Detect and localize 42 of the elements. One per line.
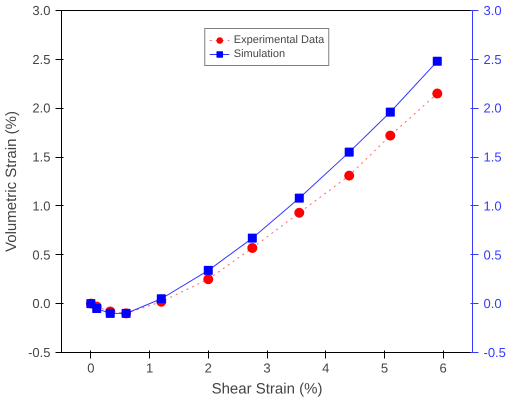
y-tick-label: 3.0 xyxy=(32,3,51,18)
y2-tick-label: 3.0 xyxy=(484,3,502,18)
y-tick-label: 1.0 xyxy=(32,198,51,214)
y2-tick-label: 1.5 xyxy=(484,150,502,165)
point xyxy=(156,294,166,304)
x-tick-label: 3 xyxy=(263,360,271,376)
y2-tick-label: -0.5 xyxy=(484,345,506,360)
y-axis-title: Volumetric Strain (%) xyxy=(3,111,20,252)
x-tick-label: 0 xyxy=(87,360,94,376)
point xyxy=(344,148,354,157)
point xyxy=(344,170,354,181)
x-tick-label: 6 xyxy=(440,360,447,376)
point xyxy=(294,208,304,218)
y-tick-label: 2.0 xyxy=(32,100,51,116)
y2-tick-label: 1.0 xyxy=(484,198,502,214)
legend-label: Experimental Data xyxy=(234,33,324,47)
point xyxy=(204,266,213,275)
point xyxy=(92,304,102,314)
y-tick-label: 0.5 xyxy=(32,247,51,262)
y2-tick-label: 2.0 xyxy=(484,100,502,116)
y-tick-label: 2.5 xyxy=(32,52,51,67)
point xyxy=(106,308,115,318)
y2-tick-label: 0.5 xyxy=(484,247,502,262)
legend-label: Simulation xyxy=(234,47,286,61)
y-tick-label: 0.0 xyxy=(32,296,51,312)
point xyxy=(203,274,214,284)
y-tick-label: 1.5 xyxy=(32,150,51,165)
point xyxy=(385,130,396,141)
y2-tick-label: 0.0 xyxy=(484,296,502,312)
x-tick-label: 1 xyxy=(146,360,154,376)
x-tick-label: 4 xyxy=(322,360,330,376)
x-axis-title: Shear Strain (%) xyxy=(212,380,322,398)
point xyxy=(432,56,442,66)
point xyxy=(294,194,304,203)
point xyxy=(386,108,395,117)
x-tick-label: 5 xyxy=(380,360,388,376)
point xyxy=(248,234,257,243)
x-tick-label: 2 xyxy=(204,360,212,376)
y2-tick-label: 2.5 xyxy=(484,52,502,67)
y-tick-label: -0.5 xyxy=(28,345,51,360)
point xyxy=(432,88,442,99)
point xyxy=(247,242,258,253)
